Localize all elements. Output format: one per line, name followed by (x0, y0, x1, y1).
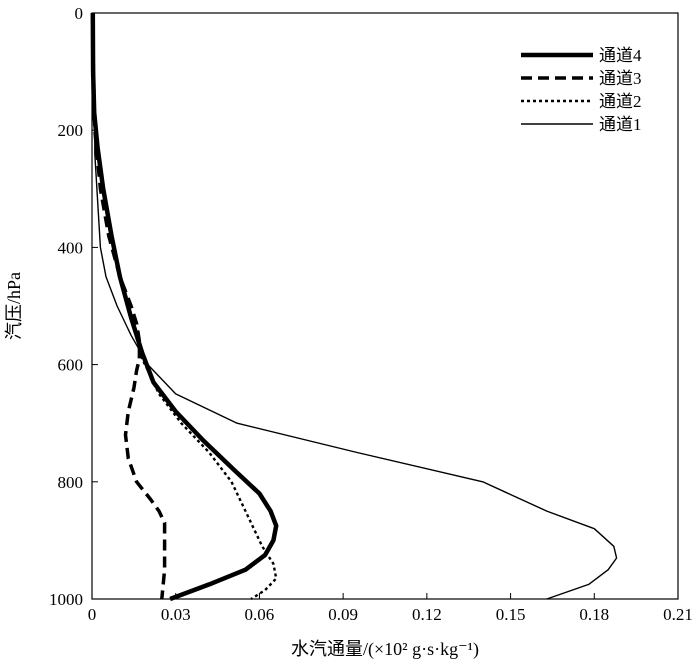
x-tick-label: 0.06 (245, 605, 275, 624)
y-tick-label: 800 (58, 473, 84, 492)
legend-label: 通道3 (599, 69, 642, 88)
x-tick-label: 0.15 (496, 605, 526, 624)
y-tick-label: 400 (58, 238, 84, 257)
series-line-4 (92, 12, 618, 600)
series-layer (90, 12, 618, 602)
y-tick-label: 0 (75, 4, 84, 23)
x-tick-label: 0.12 (412, 605, 442, 624)
x-axis-ticks: 0 0.03 0.06 0.09 0.12 0.15 0.18 0.21 (88, 593, 693, 624)
legend-label: 通道4 (599, 46, 642, 65)
legend-label: 通道1 (599, 115, 642, 134)
x-tick-label: 0.03 (161, 605, 191, 624)
x-axis-label: 水汽通量/(×10² g·s·kg⁻¹) (291, 639, 479, 660)
y-tick-label: 600 (58, 356, 84, 375)
y-tick-label: 1000 (49, 590, 83, 609)
x-tick-label: 0.09 (328, 605, 358, 624)
x-tick-label: 0.18 (579, 605, 609, 624)
series-line-3 (91, 12, 278, 601)
series-line-1 (90, 12, 279, 602)
series-line-2 (91, 12, 167, 600)
x-tick-label: 0.21 (663, 605, 693, 624)
y-tick-label: 200 (58, 121, 84, 140)
legend-label: 通道2 (599, 92, 642, 111)
legend: 通道4 通道3 通道2 通道1 (521, 46, 642, 134)
y-axis-ticks: 0 200 400 600 800 1000 (49, 4, 98, 609)
y-axis-label: 汽压/hPa (4, 272, 24, 340)
plot-area (91, 12, 679, 600)
x-tick-label: 0 (88, 605, 97, 624)
